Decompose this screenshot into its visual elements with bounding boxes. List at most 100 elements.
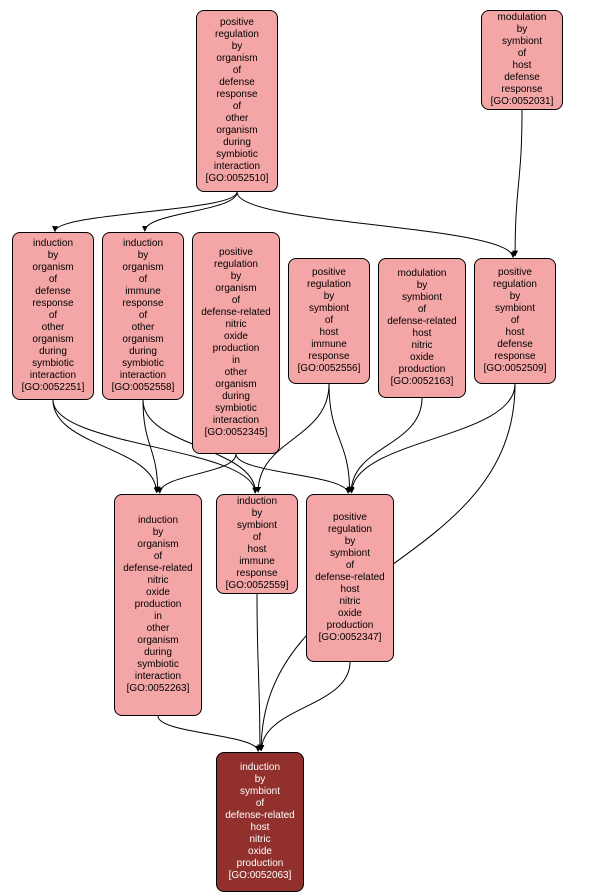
- node-line: in: [154, 611, 162, 623]
- node-line: nitric: [225, 319, 246, 331]
- node-line: organism: [137, 539, 178, 551]
- node-line: by: [417, 280, 428, 292]
- node-line: symbiont: [309, 303, 349, 315]
- node-line: organism: [137, 635, 178, 647]
- node-line: response: [236, 568, 277, 580]
- node-line: host: [506, 327, 525, 339]
- node-line: nitric: [249, 834, 270, 846]
- node-line: positive: [498, 267, 532, 279]
- edge: [261, 662, 350, 751]
- node-line: organism: [216, 125, 257, 137]
- node-line: [GO:0052347]: [319, 632, 382, 644]
- edge: [257, 594, 260, 750]
- node-line: regulation: [307, 279, 351, 291]
- node-line: defense-related: [225, 810, 295, 822]
- node-line: organism: [122, 262, 163, 274]
- node-line: of: [511, 315, 519, 327]
- node-line: by: [324, 291, 335, 303]
- node-n3: inductionbyorganismofdefenseresponseofot…: [12, 232, 94, 400]
- node-line: oxide: [224, 331, 248, 343]
- node-line: [GO:0052263]: [127, 683, 190, 695]
- node-line: of: [139, 310, 147, 322]
- node-line: interaction: [30, 370, 76, 382]
- node-line: [GO:0052251]: [22, 382, 85, 394]
- node-line: defense: [497, 339, 533, 351]
- node-line: of: [253, 532, 261, 544]
- node-line: by: [48, 250, 59, 262]
- node-line: host: [513, 60, 532, 72]
- edge: [352, 384, 515, 493]
- node-line: positive: [333, 512, 367, 524]
- node-line: by: [252, 508, 263, 520]
- node-line: [GO:0052031]: [491, 96, 554, 108]
- node-n4: inductionbyorganismofimmuneresponseofoth…: [102, 232, 184, 400]
- node-line: symbiont: [502, 36, 542, 48]
- node-line: interaction: [213, 415, 259, 427]
- node-line: by: [153, 527, 164, 539]
- node-line: nitric: [147, 575, 168, 587]
- node-line: response: [494, 351, 535, 363]
- node-n1: positiveregulationbyorganismofdefenseres…: [196, 10, 278, 192]
- node-line: of: [518, 48, 526, 60]
- edge: [515, 110, 522, 256]
- node-line: organism: [32, 334, 73, 346]
- node-line: [GO:0052063]: [229, 870, 292, 882]
- node-line: defense-related: [315, 572, 385, 584]
- node-n8: positiveregulationbysymbiontofhostdefens…: [474, 258, 556, 384]
- node-line: [GO:0052558]: [112, 382, 175, 394]
- node-line: host: [320, 327, 339, 339]
- node-line: during: [144, 647, 172, 659]
- node-line: [GO:0052509]: [484, 363, 547, 375]
- node-line: response: [216, 89, 257, 101]
- node-line: symbiotic: [137, 659, 179, 671]
- node-n10: inductionbysymbiontofhostimmuneresponse[…: [216, 494, 298, 594]
- node-n11: positiveregulationbysymbiontofdefense-re…: [306, 494, 394, 662]
- node-line: immune: [125, 286, 161, 298]
- node-line: oxide: [146, 587, 170, 599]
- node-line: response: [122, 298, 163, 310]
- node-line: of: [418, 304, 426, 316]
- node-line: nitric: [339, 596, 360, 608]
- node-n6: positiveregulationbysymbiontofhostimmune…: [288, 258, 370, 384]
- node-line: response: [308, 351, 349, 363]
- node-line: positive: [219, 247, 253, 259]
- node-line: production: [399, 364, 446, 376]
- node-line: defense-related: [123, 563, 193, 575]
- node-line: of: [49, 274, 57, 286]
- node-line: symbiont: [240, 786, 280, 798]
- node-line: regulation: [493, 279, 537, 291]
- node-line: induction: [33, 238, 73, 250]
- node-line: immune: [239, 556, 275, 568]
- node-line: organism: [32, 262, 73, 274]
- node-line: production: [135, 599, 182, 611]
- node-line: other: [147, 623, 170, 635]
- node-line: of: [346, 560, 354, 572]
- node-line: defense: [219, 77, 255, 89]
- node-line: during: [129, 346, 157, 358]
- node-line: organism: [215, 379, 256, 391]
- node-line: other: [132, 322, 155, 334]
- node-line: host: [341, 584, 360, 596]
- edge: [145, 192, 237, 231]
- node-line: regulation: [215, 29, 259, 41]
- node-line: defense-related: [387, 316, 457, 328]
- node-line: symbiotic: [216, 149, 258, 161]
- node-line: defense: [504, 72, 540, 84]
- node-line: interaction: [135, 671, 181, 683]
- node-line: oxide: [410, 352, 434, 364]
- node-line: [GO:0052510]: [206, 173, 269, 185]
- node-line: of: [233, 101, 241, 113]
- node-n5: positiveregulationbyorganismofdefense-re…: [192, 232, 280, 454]
- node-line: by: [138, 250, 149, 262]
- node-n12: inductionbysymbiontofdefense-relatedhost…: [216, 752, 304, 892]
- edge: [53, 400, 157, 493]
- node-n2: modulationbysymbiontofhostdefenserespons…: [481, 10, 563, 110]
- edges-layer: [0, 0, 599, 855]
- node-line: symbiont: [330, 548, 370, 560]
- node-line: organism: [122, 334, 163, 346]
- edge: [351, 398, 422, 492]
- node-line: by: [232, 41, 243, 53]
- node-n7: modulationbysymbiontofdefense-relatedhos…: [378, 258, 466, 398]
- node-line: during: [39, 346, 67, 358]
- node-line: during: [222, 391, 250, 403]
